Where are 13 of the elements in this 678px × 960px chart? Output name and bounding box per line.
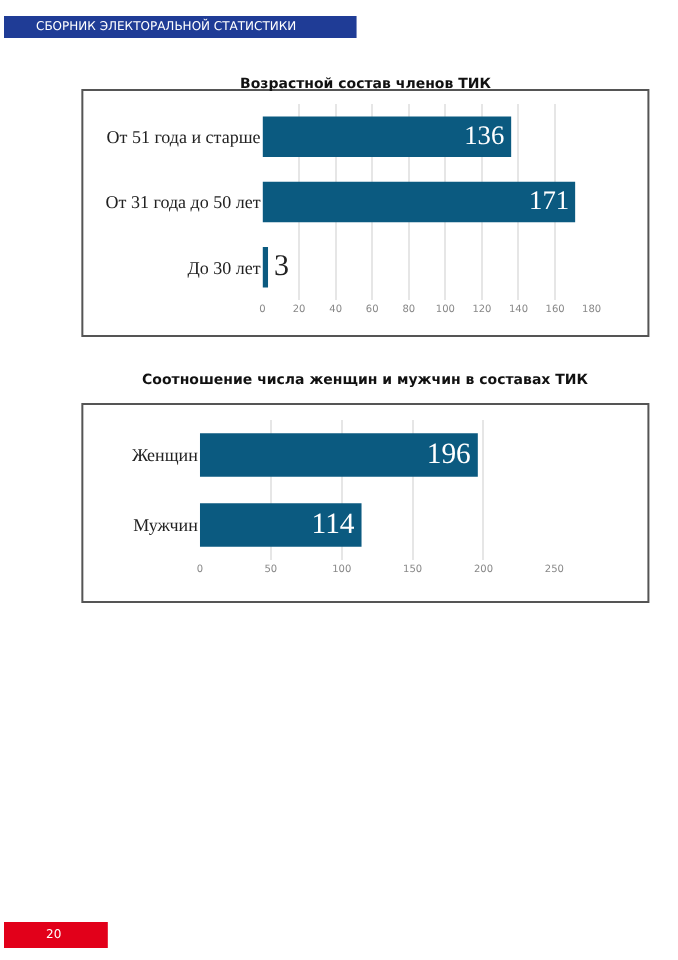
y-tick-label: Женщин [131, 445, 199, 466]
data-label: 196 [426, 438, 471, 471]
data-label: 3 [274, 251, 290, 284]
y-tick-label: Мужчин [133, 515, 199, 536]
data-label: 114 [311, 508, 356, 541]
bar [262, 116, 512, 157]
y-tick-label: До 30 лет [187, 257, 261, 278]
y-tick-label: От 31 года до 50 лет [105, 192, 261, 213]
y-tick-label: От 51 года и старше [106, 126, 261, 147]
data-label: 171 [529, 185, 570, 216]
bar [262, 247, 269, 288]
bar [262, 181, 576, 223]
data-label: 136 [464, 119, 505, 150]
